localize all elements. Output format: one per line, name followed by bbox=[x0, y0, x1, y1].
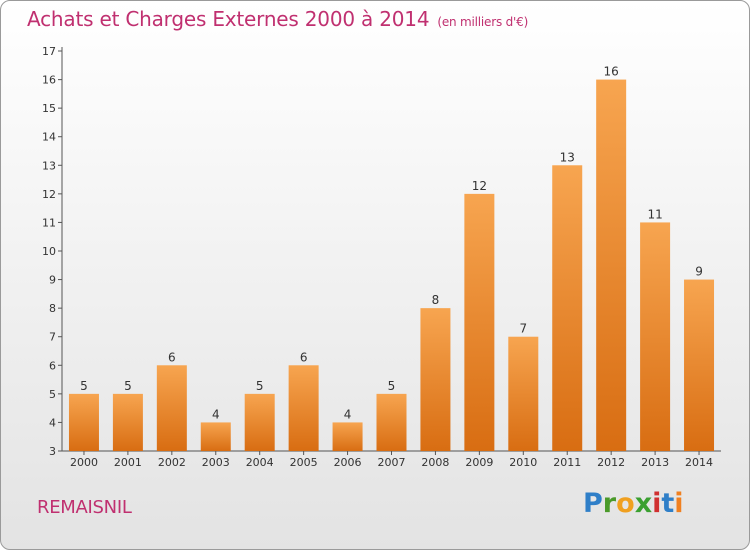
town-name: REMAISNIL bbox=[37, 497, 132, 518]
data-label: 7 bbox=[519, 322, 527, 336]
bar[interactable] bbox=[508, 336, 539, 451]
y-tick-label: 16 bbox=[42, 74, 56, 87]
bar[interactable] bbox=[68, 393, 99, 451]
x-tick-label: 2002 bbox=[158, 456, 186, 469]
y-tick-label: 10 bbox=[42, 245, 56, 258]
x-tick-label: 2009 bbox=[465, 456, 493, 469]
bar[interactable] bbox=[420, 308, 451, 451]
chart-title: Achats et Charges Externes 2000 à 2014 (e… bbox=[27, 7, 528, 31]
logo-letter: o bbox=[616, 488, 635, 519]
x-tick-label: 2001 bbox=[114, 456, 142, 469]
data-label: 5 bbox=[124, 379, 132, 393]
data-label: 5 bbox=[388, 379, 396, 393]
bar[interactable] bbox=[112, 393, 143, 451]
x-tick-label: 2005 bbox=[290, 456, 318, 469]
x-tick-label: 2003 bbox=[202, 456, 230, 469]
bar[interactable] bbox=[640, 222, 671, 451]
bar[interactable] bbox=[156, 365, 187, 451]
y-tick-label: 3 bbox=[49, 445, 56, 458]
bar[interactable] bbox=[684, 279, 715, 451]
x-tick-label: 2007 bbox=[378, 456, 406, 469]
y-tick-label: 6 bbox=[49, 359, 56, 372]
y-tick-label: 11 bbox=[42, 216, 56, 229]
y-tick-label: 8 bbox=[49, 302, 56, 315]
data-label: 6 bbox=[168, 350, 176, 364]
data-label: 11 bbox=[647, 207, 662, 221]
bar[interactable] bbox=[200, 422, 231, 451]
x-tick-label: 2011 bbox=[553, 456, 581, 469]
bar[interactable] bbox=[376, 393, 407, 451]
title-text: Achats et Charges Externes 2000 à 2014 bbox=[27, 7, 430, 31]
y-tick-label: 12 bbox=[42, 188, 56, 201]
data-label: 16 bbox=[604, 65, 619, 79]
y-tick-label: 9 bbox=[49, 274, 56, 287]
data-label: 5 bbox=[80, 379, 88, 393]
x-tick-label: 2000 bbox=[70, 456, 98, 469]
y-tick-label: 15 bbox=[42, 102, 56, 115]
data-label: 13 bbox=[560, 150, 575, 164]
data-label: 5 bbox=[256, 379, 264, 393]
y-tick-label: 17 bbox=[42, 45, 56, 58]
logo-letter: i bbox=[674, 488, 684, 519]
bar[interactable] bbox=[464, 193, 495, 451]
y-tick-label: 7 bbox=[49, 331, 56, 344]
data-label: 6 bbox=[300, 350, 308, 364]
x-tick-label: 2012 bbox=[597, 456, 625, 469]
logo-letter: P bbox=[583, 488, 603, 519]
logo-letter: i bbox=[652, 488, 662, 519]
proxiti-logo[interactable]: Proxiti bbox=[583, 488, 684, 519]
unit-label: (en milliers d'€) bbox=[437, 15, 529, 29]
data-label: 8 bbox=[432, 293, 440, 307]
data-labels: 5 5 6 4 5 6 4 5 8 12 7 13 16 11 9 bbox=[80, 65, 703, 422]
data-label: 9 bbox=[695, 265, 703, 279]
y-tick-label: 14 bbox=[42, 131, 56, 144]
data-label: 4 bbox=[344, 407, 352, 421]
y-tick-label: 4 bbox=[49, 416, 56, 429]
x-tick-label: 2014 bbox=[685, 456, 713, 469]
logo-letter: r bbox=[602, 488, 617, 519]
x-tick-label: 2010 bbox=[509, 456, 537, 469]
x-tick-label: 2008 bbox=[421, 456, 449, 469]
bar[interactable] bbox=[332, 422, 363, 451]
logo-letter: t bbox=[661, 488, 675, 519]
bar[interactable] bbox=[552, 165, 583, 452]
bars bbox=[68, 79, 715, 452]
bar[interactable] bbox=[288, 365, 319, 451]
x-tick-label: 2006 bbox=[334, 456, 362, 469]
y-tick-label: 13 bbox=[42, 159, 56, 172]
bar[interactable] bbox=[244, 393, 275, 451]
data-label: 4 bbox=[212, 407, 220, 421]
y-tick-label: 5 bbox=[49, 388, 56, 401]
x-tick-label: 2004 bbox=[246, 456, 274, 469]
logo-letter: x bbox=[634, 488, 653, 519]
y-axis: 3 4 5 6 7 8 9 10 11 12 13 14 15 16 17 bbox=[42, 45, 63, 458]
bar[interactable] bbox=[596, 79, 627, 452]
data-label: 12 bbox=[472, 179, 487, 193]
x-axis: 2000 2001 2002 2003 2004 2005 2006 2007 2008 2009… bbox=[62, 450, 721, 469]
x-tick-label: 2013 bbox=[641, 456, 669, 469]
